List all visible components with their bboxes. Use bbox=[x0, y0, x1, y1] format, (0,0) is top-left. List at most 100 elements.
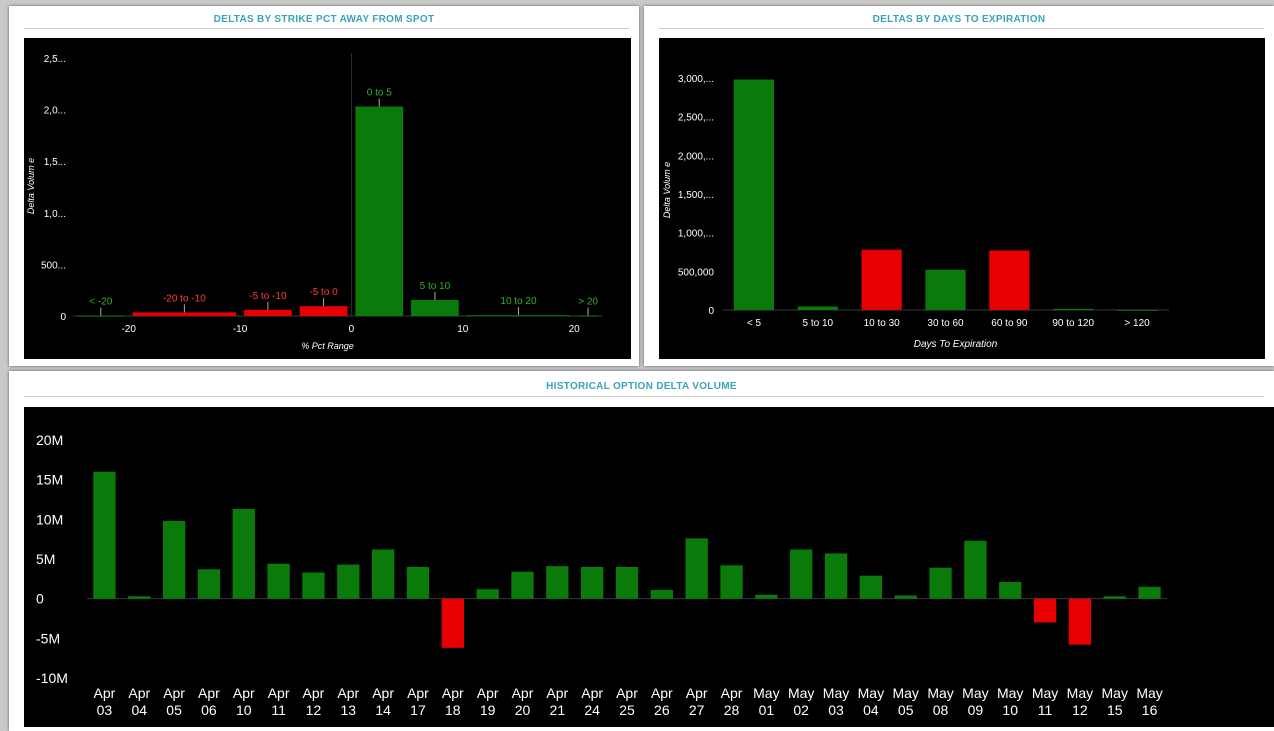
x-tick-label-month: May bbox=[823, 685, 849, 701]
x-tick-label-month: Apr bbox=[372, 685, 394, 701]
bar bbox=[797, 306, 838, 310]
x-tick-label-month: May bbox=[892, 685, 918, 701]
bar bbox=[790, 549, 813, 599]
x-tick-label-month: May bbox=[1067, 685, 1093, 701]
bar bbox=[1116, 309, 1158, 311]
x-tick-label: 10 bbox=[457, 324, 469, 335]
x-axis-title: Days To Expiration bbox=[914, 339, 998, 350]
bar bbox=[411, 300, 459, 316]
x-tick-label-month: Apr bbox=[442, 685, 464, 701]
bar bbox=[581, 566, 604, 599]
bar-data-label: 10 to 20 bbox=[500, 296, 537, 307]
bar bbox=[244, 309, 292, 316]
bar bbox=[197, 569, 221, 599]
x-tick-label-day: 09 bbox=[968, 702, 984, 718]
x-tick-label: -10 bbox=[233, 324, 248, 335]
bar-data-label: -5 to 0 bbox=[309, 287, 338, 298]
x-tick-label-month: Apr bbox=[721, 685, 743, 701]
x-tick-label-day: 13 bbox=[341, 702, 357, 718]
bar bbox=[578, 315, 598, 317]
bar-data-label: > 20 bbox=[578, 297, 598, 308]
x-tick-label-day: 26 bbox=[654, 702, 670, 718]
x-tick-label-month: May bbox=[1102, 685, 1128, 701]
x-tick-label-day: 20 bbox=[515, 702, 531, 718]
y-tick-label: 2,5... bbox=[44, 54, 66, 65]
x-tick-label-month: Apr bbox=[686, 685, 708, 701]
bar bbox=[93, 471, 116, 599]
bar bbox=[925, 269, 966, 310]
bar-data-label: 5 to 10 bbox=[420, 281, 451, 292]
x-tick-label-month: Apr bbox=[651, 685, 673, 701]
x-tick-label: 60 to 90 bbox=[991, 318, 1028, 329]
x-tick-label-day: 17 bbox=[410, 702, 426, 718]
bar-data-label: 0 to 5 bbox=[367, 88, 392, 99]
y-tick-label: 1,5... bbox=[44, 157, 66, 168]
strike-pct-title-divider bbox=[24, 28, 629, 29]
x-tick-label-day: 27 bbox=[689, 702, 705, 718]
x-tick-label: 30 to 60 bbox=[927, 318, 964, 329]
strike-pct-panel-title: DELTAS BY STRIKE PCT AWAY FROM SPOT bbox=[213, 14, 435, 25]
bar bbox=[615, 566, 639, 599]
bar bbox=[1138, 586, 1161, 599]
x-tick-label-day: 21 bbox=[550, 702, 566, 718]
y-tick-label: 500,000 bbox=[678, 267, 715, 278]
y-tick-label: 0 bbox=[708, 306, 714, 317]
x-tick-label-month: Apr bbox=[581, 685, 603, 701]
x-tick-label-day: 05 bbox=[166, 702, 182, 718]
x-tick-label-month: May bbox=[997, 685, 1023, 701]
y-tick-label: 5M bbox=[36, 551, 55, 567]
bar-data-label: -20 to -10 bbox=[163, 293, 206, 304]
days-to-expiration-chart: 0 500,000 1,000,... 1,500,... 2,000,... 2,500… bbox=[662, 74, 1169, 350]
x-tick-label-day: 03 bbox=[97, 702, 113, 718]
bar bbox=[77, 315, 125, 317]
x-tick-label-month: Apr bbox=[303, 685, 325, 701]
x-tick-label-day: 14 bbox=[375, 702, 391, 718]
x-tick-label-month: Apr bbox=[337, 685, 359, 701]
x-tick-label-month: May bbox=[927, 685, 953, 701]
y-tick-label: 500... bbox=[41, 260, 66, 271]
x-tick-label-day: 24 bbox=[584, 702, 600, 718]
x-tick-label-month: May bbox=[1032, 685, 1058, 701]
bar bbox=[406, 566, 430, 599]
bar bbox=[1103, 596, 1126, 599]
historical-delta-chart: -10M-5M05M10M15M20MApr03Apr04Apr05Apr06A… bbox=[36, 432, 1167, 718]
x-tick-label-month: May bbox=[753, 685, 779, 701]
x-tick-label-day: 25 bbox=[619, 702, 635, 718]
y-tick-label: 20M bbox=[36, 432, 63, 448]
x-tick-label-day: 10 bbox=[1002, 702, 1018, 718]
bar bbox=[132, 312, 237, 316]
bar bbox=[650, 589, 673, 599]
bar bbox=[720, 565, 743, 599]
x-tick-label-month: Apr bbox=[233, 685, 255, 701]
x-tick-label-month: Apr bbox=[128, 685, 150, 701]
x-tick-label-month: Apr bbox=[407, 685, 429, 701]
strike-pct-chart: 0 500... 1,0... 1,5... 2,0... 2,5... -20 -10 0 10… bbox=[26, 53, 602, 351]
x-tick-label-month: Apr bbox=[512, 685, 534, 701]
x-tick-label-month: Apr bbox=[94, 685, 116, 701]
y-tick-label: 15M bbox=[36, 472, 63, 488]
days-to-expiration-chart-area: 0 500,000 1,000,... 1,500,... 2,000,... 2,500… bbox=[659, 38, 1265, 359]
x-tick-label-day: 04 bbox=[131, 702, 147, 718]
bar bbox=[1033, 598, 1057, 623]
x-tick-label-month: Apr bbox=[546, 685, 568, 701]
x-tick-label-month: Apr bbox=[477, 685, 499, 701]
strike-pct-panel: DELTAS BY STRIKE PCT AWAY FROM SPOT 0 500… bbox=[9, 6, 639, 366]
x-tick-label-month: May bbox=[1136, 685, 1162, 701]
bar bbox=[299, 306, 348, 316]
historical-delta-panel-title: HISTORICAL OPTION DELTA VOLUME bbox=[546, 381, 737, 392]
bar bbox=[755, 594, 778, 599]
x-tick-label-month: May bbox=[788, 685, 814, 701]
bar bbox=[337, 564, 360, 599]
x-tick-label-day: 12 bbox=[306, 702, 322, 718]
bar bbox=[964, 540, 987, 599]
x-tick-label-month: May bbox=[858, 685, 884, 701]
y-tick-label: 0 bbox=[60, 312, 66, 323]
y-tick-label: 10M bbox=[36, 511, 63, 527]
y-tick-label: -5M bbox=[36, 630, 60, 646]
x-tick-label-month: Apr bbox=[198, 685, 220, 701]
y-tick-label: 2,0... bbox=[44, 106, 66, 117]
x-tick-label: < 5 bbox=[747, 318, 762, 329]
x-tick-label: 20 bbox=[569, 324, 581, 335]
bar bbox=[466, 315, 571, 317]
x-tick-label-day: 11 bbox=[1038, 702, 1053, 718]
